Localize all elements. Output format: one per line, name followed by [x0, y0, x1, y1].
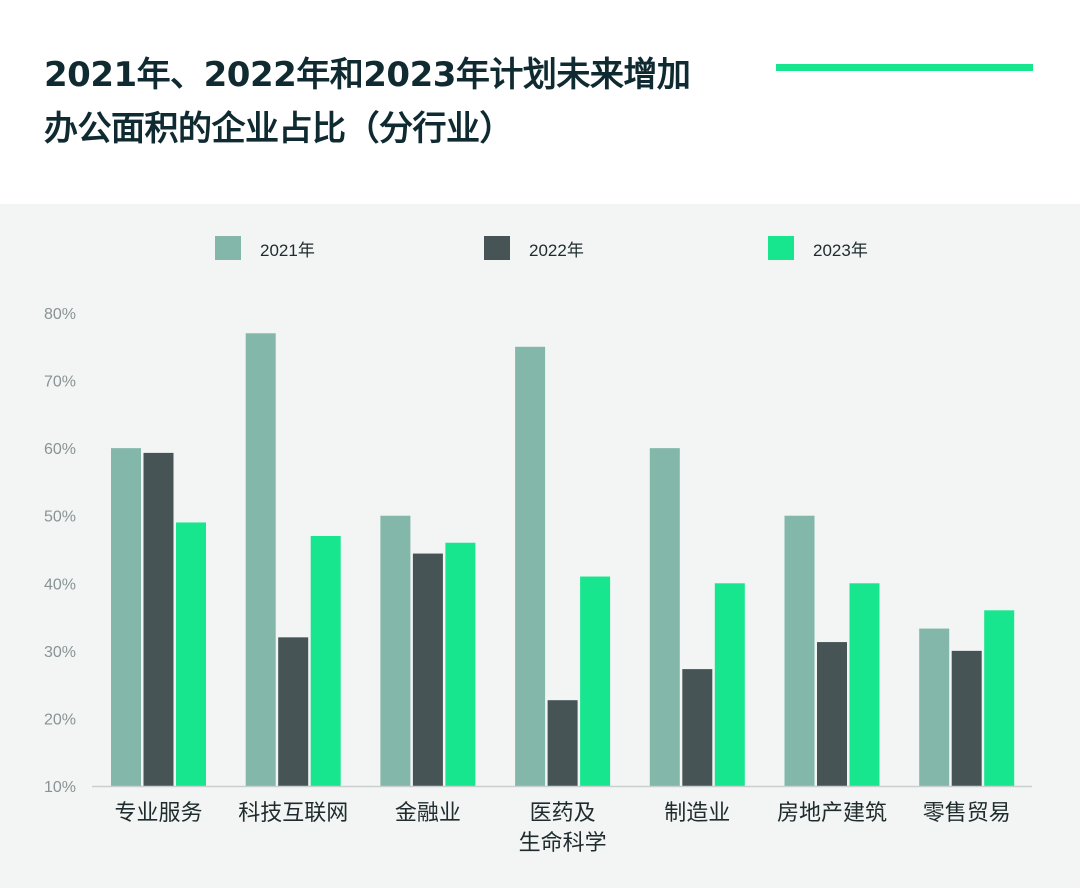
- x-tick-label: 金融业: [395, 801, 461, 826]
- y-tick-label: 50%: [44, 509, 76, 526]
- x-tick-label: 医药及生命科学: [519, 801, 607, 856]
- bar-1-4: [515, 346, 546, 786]
- bar-1-2: [245, 333, 276, 786]
- bar-3-1: [176, 522, 206, 786]
- bar-1-3: [380, 515, 411, 786]
- y-tick-label: 10%: [44, 779, 76, 796]
- x-tick-label: 房地产建筑: [777, 801, 887, 826]
- legend-item-2021: 2021年: [215, 236, 315, 260]
- legend-label-2021: 2021年: [260, 240, 315, 260]
- bar-2-7: [951, 650, 982, 786]
- legend-label-2022: 2022年: [529, 240, 584, 260]
- bar-1-7: [919, 628, 950, 786]
- bar-2-3: [412, 553, 443, 786]
- legend-swatch-2022: [484, 236, 510, 260]
- x-tick-label: 零售贸易: [923, 801, 1011, 826]
- bar-1-1: [111, 448, 141, 786]
- bar-2-6: [817, 642, 847, 786]
- bar-2-5: [682, 669, 713, 786]
- chart-title: 2021年、2022年和2023年计划未来增加 办公面积的企业占比（分行业）: [44, 55, 691, 149]
- legend-swatch-2021: [215, 236, 241, 260]
- bar-3-2: [310, 535, 341, 786]
- y-tick-label: 20%: [44, 711, 76, 728]
- y-tick-label: 60%: [44, 441, 76, 458]
- legend-swatch-2023: [768, 236, 794, 260]
- y-tick-label: 70%: [44, 374, 76, 391]
- title-accent-rule: [776, 64, 1033, 71]
- legend-label-2023: 2023年: [813, 240, 868, 260]
- x-tick-label: 科技互联网: [238, 801, 348, 826]
- y-tick-label: 80%: [44, 306, 76, 323]
- bar-1-5: [649, 448, 680, 786]
- bar-1-6: [784, 515, 815, 786]
- bar-2-4: [547, 700, 578, 786]
- y-tick-label: 40%: [44, 576, 76, 593]
- legend-item-2022: 2022年: [484, 236, 584, 260]
- header: 2021年、2022年和2023年计划未来增加 办公面积的企业占比（分行业）: [0, 0, 1080, 204]
- x-tick-label: 专业服务: [114, 801, 202, 826]
- bar-3-7: [984, 610, 1015, 786]
- bar-3-4: [580, 576, 611, 786]
- bar-2-1: [143, 452, 174, 786]
- bar-3-5: [714, 583, 745, 786]
- bar-3-3: [445, 542, 476, 786]
- bar-3-6: [849, 583, 880, 786]
- legend-item-2023: 2023年: [768, 236, 868, 260]
- bar-2-2: [278, 637, 309, 786]
- x-tick-label: 制造业: [664, 801, 730, 826]
- y-tick-label: 30%: [44, 644, 76, 661]
